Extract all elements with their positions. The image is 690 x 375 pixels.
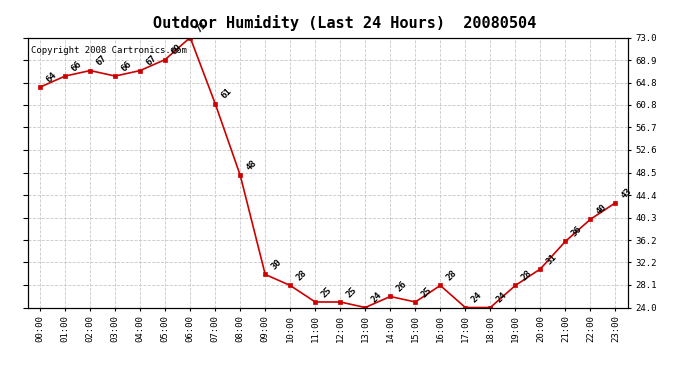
Text: 28: 28	[520, 269, 533, 283]
Text: 43: 43	[620, 186, 633, 200]
Text: 36: 36	[569, 225, 584, 238]
Text: 28: 28	[444, 269, 458, 283]
Text: 40: 40	[595, 202, 609, 216]
Text: 73: 73	[195, 21, 208, 35]
Text: 61: 61	[219, 87, 233, 101]
Text: 24: 24	[369, 291, 384, 305]
Text: 31: 31	[544, 252, 558, 266]
Text: 66: 66	[119, 59, 133, 73]
Text: 67: 67	[95, 54, 108, 68]
Text: 28: 28	[295, 269, 308, 283]
Text: 26: 26	[395, 280, 408, 294]
Text: 64: 64	[44, 70, 58, 84]
Text: 25: 25	[344, 285, 358, 299]
Text: Outdoor Humidity (Last 24 Hours)  20080504: Outdoor Humidity (Last 24 Hours) 2008050…	[153, 15, 537, 31]
Text: 66: 66	[69, 59, 83, 73]
Text: 67: 67	[144, 54, 158, 68]
Text: 69: 69	[169, 43, 184, 57]
Text: 25: 25	[319, 285, 333, 299]
Text: 24: 24	[495, 291, 509, 305]
Text: 30: 30	[269, 258, 284, 272]
Text: 24: 24	[469, 291, 484, 305]
Text: Copyright 2008 Cartronics.com: Copyright 2008 Cartronics.com	[30, 46, 186, 55]
Text: 48: 48	[244, 159, 258, 172]
Text: 25: 25	[420, 285, 433, 299]
